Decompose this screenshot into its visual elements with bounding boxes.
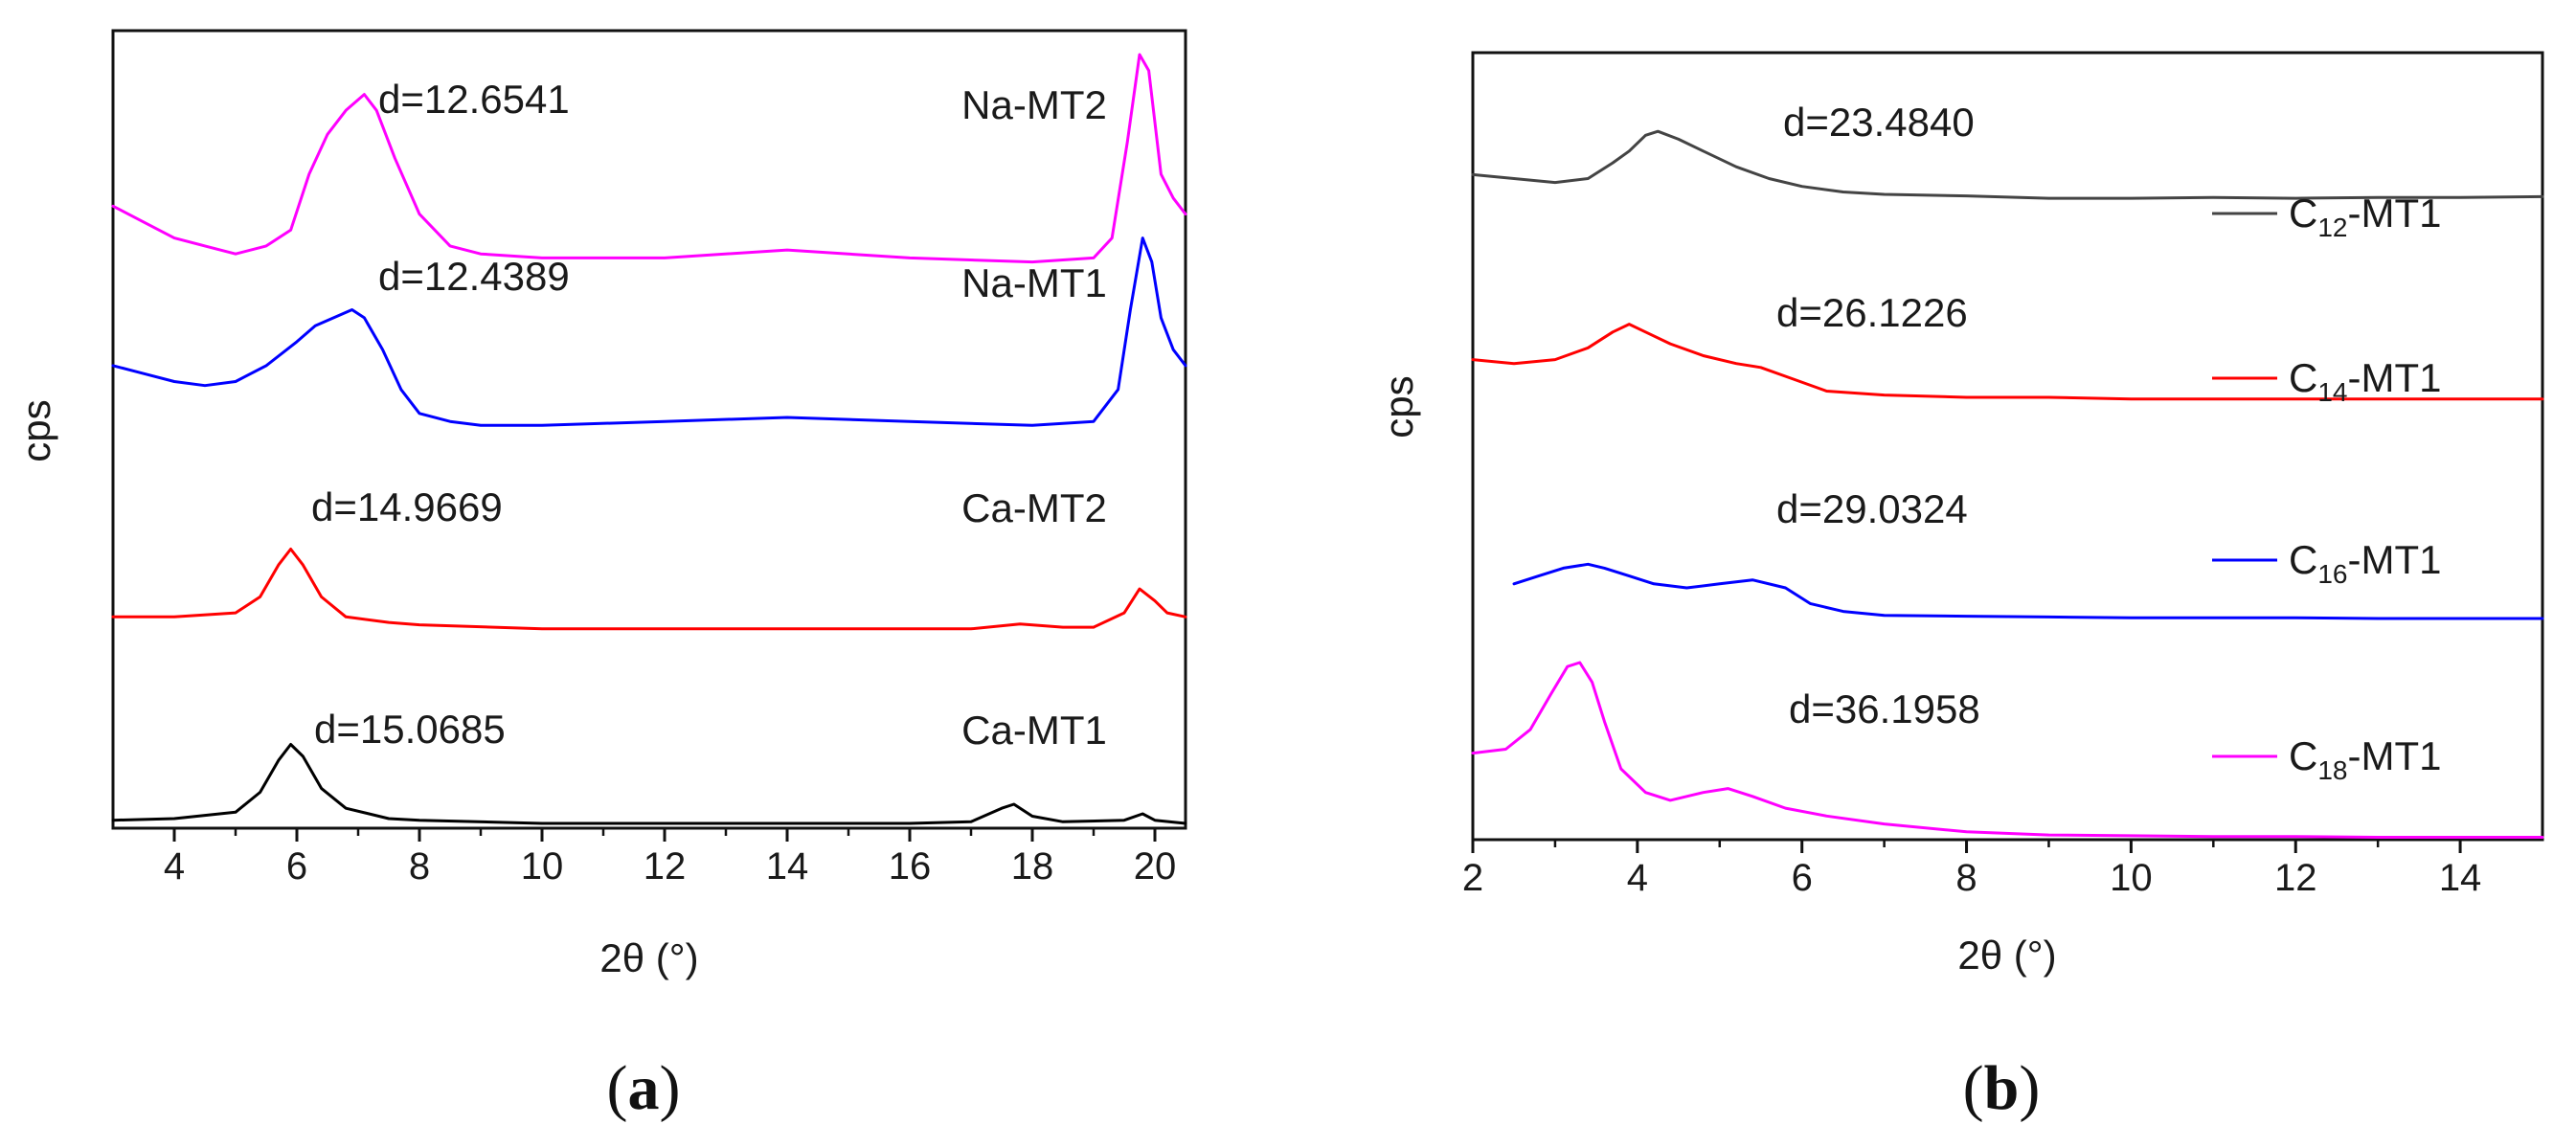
legend-label-suffix: -MT1 [2348,537,2442,582]
x-tick-label-b-12: 12 [2274,857,2317,899]
series-label-na-mt1: Na-MT1 [961,260,1107,305]
series-line-na-mt2 [111,53,1187,264]
series-label-ca-mt2: Ca-MT2 [961,485,1107,530]
legend-label-subscript: 18 [2317,755,2347,785]
x-axis-title-b: 2θ (°) [1957,933,2056,978]
panel-label-a: (a) [607,1053,681,1123]
panel-label-b-letter: b [1984,1053,2020,1123]
x-tick-label-a-10: 10 [521,845,564,888]
legend-label-suffix: -MT1 [2348,191,2442,236]
legend-label-main: C [2289,537,2317,582]
series-line-c16-mt1 [1512,562,2544,620]
series-line-c14-mt1 [1471,323,2544,401]
d-spacing-annotation-ca-mt1: d=15.0685 [314,707,506,752]
d-spacing-annotation-c16-mt1: d=29.0324 [1776,486,1968,531]
x-tick-label-a-18: 18 [1011,845,1054,888]
series-group-a [111,53,1187,825]
x-tick-label-a-12: 12 [644,845,687,888]
series-line-c12-mt1 [1471,129,2544,200]
series-label-ca-mt1: Ca-MT1 [961,708,1107,753]
d-spacing-annotation-na-mt1: d=12.4389 [378,254,570,299]
x-tick-label-b-10: 10 [2110,857,2153,899]
legend-label-subscript: 16 [2317,559,2347,589]
y-axis-title-b: cps [1376,375,1421,438]
legend-label-main: C [2289,191,2317,236]
chart-panel-a: 4 6 8 10 12 14 16 18 20 d=12.6541 d=12.4389 d=14.9… [13,29,1187,1123]
x-tick-label-b-14: 14 [2439,857,2482,899]
x-tick-label-b-4: 4 [1627,857,1648,899]
x-tick-label-b-2: 2 [1462,857,1483,899]
legend-label-suffix: -MT1 [2348,355,2442,400]
legend-label-subscript: 12 [2317,213,2347,242]
annotation-group-b: d=23.4840 d=26.1226 d=29.0324 d=36.1958 [1776,100,1980,731]
d-spacing-annotation-ca-mt2: d=14.9669 [311,484,503,529]
panel-label-b: (b) [1963,1053,2041,1123]
legend-label-main: C [2289,733,2317,778]
series-line-ca-mt2 [111,548,1187,631]
legend-label-subscript: 14 [2317,377,2347,407]
plot-frame-a [111,29,1187,830]
legend-label-main: C [2289,355,2317,400]
d-spacing-annotation-na-mt2: d=12.6541 [378,77,570,122]
x-tick-label-b-8: 8 [1955,857,1977,899]
x-axis-ticks-b: 2 4 6 8 10 12 14 [1462,840,2481,899]
x-tick-label-a-14: 14 [766,845,809,888]
x-tick-label-a-6: 6 [286,845,307,888]
d-spacing-annotation-c14-mt1: d=26.1226 [1776,290,1968,335]
y-axis-title-a: cps [13,399,58,461]
legend-label-suffix: -MT1 [2348,733,2442,778]
annotation-group-a: d=12.6541 d=12.4389 d=14.9669 d=15.0685 [311,77,570,752]
x-tick-label-a-20: 20 [1134,845,1177,888]
d-spacing-annotation-c12-mt1: d=23.4840 [1783,100,1975,145]
series-line-c18-mt1 [1471,661,2544,839]
series-line-na-mt1 [111,236,1187,427]
legend-label-c12-mt1: C12-MT1 [2289,191,2442,242]
x-axis-ticks-a: 4 6 8 10 12 14 16 18 20 [164,828,1176,888]
legend-label-c18-mt1: C18-MT1 [2289,733,2442,785]
chart-panel-b: 2 4 6 8 10 12 14 d=23.4840d=26.1226d=29.0324d=… [1376,51,2544,1123]
series-group-b [1471,129,2544,839]
plot-frame-b [1471,51,2544,842]
x-tick-label-a-4: 4 [164,845,185,888]
x-tick-label-a-16: 16 [889,845,932,888]
panel-label-a-letter: a [628,1053,660,1123]
d-spacing-annotation-c18-mt1: d=36.1958 [1789,686,1980,731]
legend-label-c14-mt1: C14-MT1 [2289,355,2442,407]
x-tick-label-a-8: 8 [409,845,430,888]
x-tick-label-b-6: 6 [1792,857,1813,899]
x-axis-title-a: 2θ (°) [599,935,698,980]
legend-label-c16-mt1: C16-MT1 [2289,537,2442,589]
series-line-ca-mt1 [111,743,1187,825]
series-label-na-mt2: Na-MT2 [961,82,1107,127]
series-label-group-a: Na-MT2 Na-MT1 Ca-MT2 Ca-MT1 [961,82,1107,753]
